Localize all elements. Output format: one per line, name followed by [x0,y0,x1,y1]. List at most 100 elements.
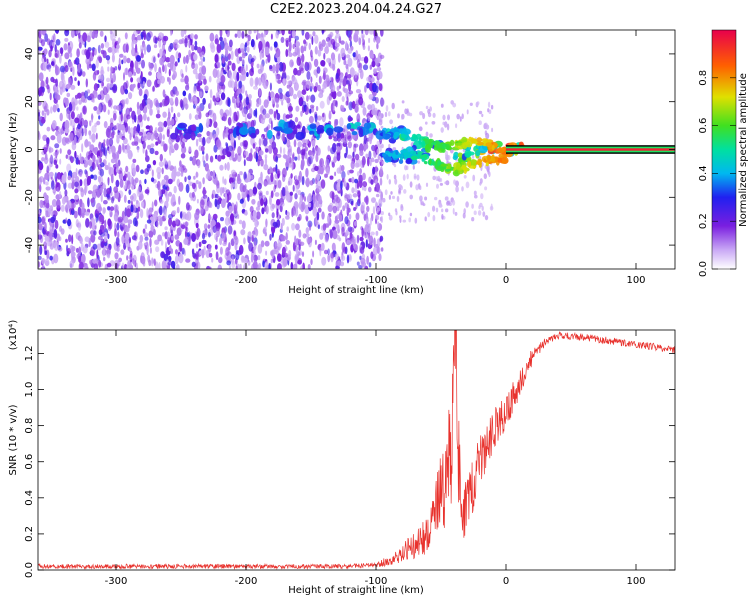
noise-cell [214,244,218,250]
noise-cell [313,58,319,68]
carrier-blob [428,158,432,166]
noise-cell [283,147,286,155]
noise-cell [74,57,80,65]
noise-cell [46,58,49,64]
noise-cell [124,88,129,95]
noise-cell [255,108,258,118]
noise-cell [65,154,69,159]
noise-cell [162,35,167,46]
noise-cell [394,178,398,185]
noise-cell [334,118,337,129]
noise-cell [159,57,165,66]
noise-cell [328,135,333,140]
noise-cell [118,104,122,112]
noise-cell [107,99,112,108]
noise-cell [234,81,238,91]
noise-cell [248,30,252,35]
noise-cell [477,210,482,216]
noise-cell [194,114,200,120]
noise-cell [53,229,58,239]
noise-cell [227,30,230,36]
noise-cell [79,208,82,219]
noise-cell [260,158,264,167]
noise-cell [50,154,53,162]
noise-cell [386,174,389,180]
noise-cell [358,194,361,204]
carrier-blob [486,154,492,161]
noise-cell [270,46,273,51]
noise-cell [89,134,92,140]
noise-cell [346,96,349,105]
noise-cell [391,102,395,110]
noise-cell [278,61,284,72]
colorbar-frame [711,29,737,270]
noise-cell [382,197,386,203]
noise-cell [79,153,82,163]
noise-cell [39,199,44,209]
carrier-blob [295,131,305,141]
noise-cell [290,173,293,179]
snr-x-ticks: -300 -200 -100 0 100 [105,330,646,587]
noise-cell [299,241,305,246]
noise-cell [376,80,380,86]
noise-cell [141,59,145,69]
noise-cell [316,173,321,181]
noise-cell [137,148,140,153]
noise-cell [202,186,206,197]
noise-cell [184,75,189,85]
noise-cell [288,80,293,86]
noise-cell [253,245,256,255]
noise-cell [70,84,76,90]
noise-cell [188,49,192,57]
noise-cell [162,111,167,118]
noise-cell [390,191,393,195]
noise-cell [323,52,326,60]
noise-cell [38,116,42,121]
noise-cell [273,185,276,193]
carrier-blob [382,152,387,157]
noise-cell [143,232,149,238]
noise-cell [308,115,314,124]
noise-cell [191,44,195,52]
carrier-blob [445,143,450,151]
carrier-blob [183,133,192,140]
carrier-blob [401,133,407,139]
spectrogram-signal [170,119,675,177]
noise-cell [221,199,226,209]
noise-cell [105,127,111,138]
noise-cell [135,43,138,54]
noise-cell [125,165,129,173]
noise-cell [41,110,45,116]
carrier-blob [283,127,293,134]
noise-cell [270,120,273,131]
noise-cell [272,64,276,74]
noise-cell [160,141,165,147]
noise-cell [270,172,274,183]
noise-cell [431,121,436,125]
noise-cell [174,234,180,240]
noise-cell [103,256,106,262]
noise-cell [258,97,262,106]
noise-cell [135,199,139,204]
noise-cell [304,61,308,67]
noise-cell [102,86,108,96]
noise-cell [135,164,140,173]
noise-cell [452,199,456,206]
noise-cell [314,113,318,123]
noise-cell [330,252,335,259]
noise-cell [38,130,40,138]
carrier-blob [491,156,496,163]
noise-cell [158,161,164,168]
noise-cell [38,231,42,236]
noise-cell [292,263,298,269]
noise-cell [175,51,180,60]
noise-cell [65,97,69,107]
noise-cell [409,181,413,188]
noise-cell [208,266,212,269]
noise-cell [368,262,372,268]
noise-cell [110,173,114,184]
noise-cell [285,240,290,245]
noise-cell [121,59,124,65]
noise-cell [120,226,124,232]
noise-cell [107,176,110,183]
